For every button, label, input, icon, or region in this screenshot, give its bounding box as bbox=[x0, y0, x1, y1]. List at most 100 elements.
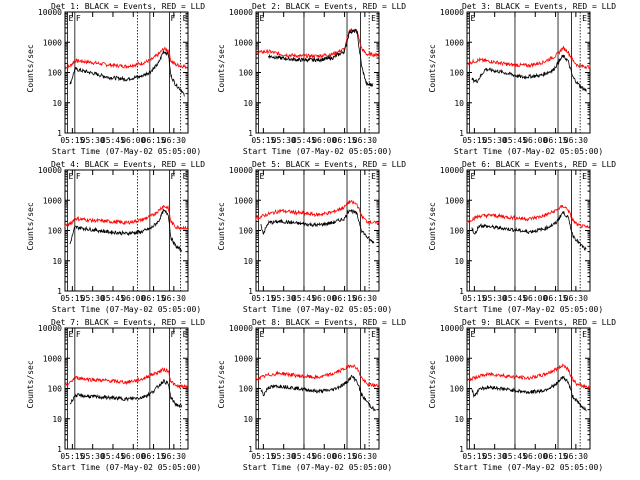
x-axis-label: Start Time (07-May-02 05:05:00) bbox=[243, 305, 392, 314]
series-line-events bbox=[69, 208, 183, 252]
y-tick-label: 10000 bbox=[38, 166, 62, 175]
chart-panel-6: Det 6: BLACK = Events, RED = LLD 1 10 100 10… bbox=[428, 160, 616, 314]
y-tick-label: 1 bbox=[459, 129, 464, 138]
y-tick-label: 1 bbox=[57, 445, 62, 454]
y-tick-label: 10 bbox=[52, 415, 62, 424]
x-tick-label: 06:15 bbox=[333, 294, 357, 303]
marker-label: E bbox=[582, 172, 587, 181]
marker-label: E bbox=[259, 14, 264, 23]
marker-label: E bbox=[470, 172, 475, 181]
series-line-events bbox=[471, 375, 587, 412]
y-tick-label: 10 bbox=[243, 99, 253, 108]
x-tick-label: 05:45 bbox=[503, 452, 527, 461]
x-tick-label: 05:30 bbox=[483, 136, 507, 145]
x-tick-label: 06:00 bbox=[523, 452, 547, 461]
series-line-events bbox=[471, 210, 587, 252]
chart-panel-5: Det 5: BLACK = Events, RED = LLD 1 10 100 10… bbox=[217, 160, 406, 314]
marker-label: E bbox=[259, 172, 264, 181]
series-line-lld bbox=[64, 46, 189, 70]
y-tick-label: 100 bbox=[450, 385, 465, 394]
x-tick-label: 05:15 bbox=[462, 136, 486, 145]
marker-label: E bbox=[371, 14, 376, 23]
y-tick-label: 100 bbox=[48, 385, 63, 394]
chart-panel-1: Det 1: BLACK = Events, RED = LLD 1 10 100 10… bbox=[26, 2, 205, 156]
x-tick-label: 06:00 bbox=[523, 136, 547, 145]
chart-panel-8: Det 8: BLACK = Events, RED = LLD 1 10 100 10… bbox=[217, 318, 406, 472]
x-tick-label: 05:45 bbox=[101, 294, 125, 303]
series-line-lld bbox=[466, 45, 591, 70]
chart-title: Det 7: BLACK = Events, RED = LLD bbox=[51, 318, 205, 327]
x-axis-label: Start Time (07-May-02 05:05:00) bbox=[454, 463, 603, 472]
x-tick-label: 05:30 bbox=[81, 136, 105, 145]
series-line-events bbox=[260, 374, 376, 412]
x-tick-label: 06:30 bbox=[564, 136, 588, 145]
x-tick-label: 05:45 bbox=[503, 294, 527, 303]
series-line-events bbox=[69, 379, 183, 409]
y-tick-label: 1000 bbox=[445, 354, 464, 363]
x-tick-label: 06:15 bbox=[142, 452, 166, 461]
x-tick-label: 06:00 bbox=[312, 294, 336, 303]
y-tick-label: 1 bbox=[248, 287, 253, 296]
y-tick-label: 10 bbox=[243, 257, 253, 266]
x-tick-label: 05:45 bbox=[292, 452, 316, 461]
marker-label: F bbox=[76, 14, 81, 23]
y-tick-label: 10 bbox=[52, 257, 62, 266]
x-tick-label: 05:30 bbox=[272, 136, 296, 145]
series-line-lld bbox=[64, 367, 189, 390]
y-axis-label: Counts/sec bbox=[26, 44, 35, 92]
marker-label: E bbox=[371, 330, 376, 339]
y-tick-label: 100 bbox=[239, 385, 254, 394]
x-tick-label: 06:00 bbox=[523, 294, 547, 303]
x-tick-label: 06:30 bbox=[353, 452, 377, 461]
y-tick-label: 10000 bbox=[229, 324, 253, 333]
x-tick-label: 06:30 bbox=[162, 452, 186, 461]
marker-label: F bbox=[171, 172, 176, 181]
x-tick-label: 06:30 bbox=[162, 136, 186, 145]
x-tick-label: 05:15 bbox=[60, 452, 84, 461]
x-tick-label: 06:00 bbox=[121, 294, 145, 303]
x-axis-label: Start Time (07-May-02 05:05:00) bbox=[52, 463, 201, 472]
series-line-lld bbox=[466, 363, 591, 390]
chart-panel-7: Det 7: BLACK = Events, RED = LLD 1 10 100 10… bbox=[26, 318, 205, 472]
chart-title: Det 2: BLACK = Events, RED = LLD bbox=[252, 2, 406, 11]
y-tick-label: 10 bbox=[454, 415, 464, 424]
chart-title: Det 5: BLACK = Events, RED = LLD bbox=[252, 160, 406, 169]
y-tick-label: 100 bbox=[450, 69, 465, 78]
x-tick-label: 06:00 bbox=[121, 452, 145, 461]
y-tick-label: 1000 bbox=[43, 38, 62, 47]
series-line-lld bbox=[466, 204, 591, 230]
x-tick-label: 05:30 bbox=[483, 452, 507, 461]
marker-label: E bbox=[68, 172, 73, 181]
y-tick-label: 10 bbox=[454, 257, 464, 266]
series-line-events bbox=[471, 54, 587, 92]
x-axis-label: Start Time (07-May-02 05:05:00) bbox=[454, 305, 603, 314]
marker-label: E bbox=[371, 172, 376, 181]
x-tick-label: 05:30 bbox=[81, 452, 105, 461]
chart-panel-2: Det 2: BLACK = Events, RED = LLD 1 10 100 10… bbox=[217, 2, 406, 156]
y-tick-label: 10 bbox=[243, 415, 253, 424]
y-axis-label: Counts/sec bbox=[428, 360, 437, 408]
x-tick-label: 05:30 bbox=[272, 294, 296, 303]
y-tick-label: 1000 bbox=[234, 38, 253, 47]
marker-label: E bbox=[183, 330, 188, 339]
x-tick-label: 06:15 bbox=[544, 136, 568, 145]
chart-title: Det 9: BLACK = Events, RED = LLD bbox=[462, 318, 616, 327]
y-tick-label: 1 bbox=[459, 445, 464, 454]
y-tick-label: 10000 bbox=[38, 8, 62, 17]
marker-label: E bbox=[183, 14, 188, 23]
x-tick-label: 06:30 bbox=[353, 294, 377, 303]
chart-title: Det 3: BLACK = Events, RED = LLD bbox=[462, 2, 616, 11]
y-tick-label: 1000 bbox=[43, 196, 62, 205]
y-axis-label: Counts/sec bbox=[217, 202, 226, 250]
x-tick-label: 05:15 bbox=[462, 294, 486, 303]
x-tick-label: 05:15 bbox=[60, 136, 84, 145]
y-tick-label: 1000 bbox=[234, 354, 253, 363]
x-tick-label: 06:30 bbox=[353, 136, 377, 145]
series-line-lld bbox=[255, 27, 380, 59]
chart-title: Det 6: BLACK = Events, RED = LLD bbox=[462, 160, 616, 169]
y-tick-label: 10000 bbox=[440, 166, 464, 175]
x-tick-label: 06:30 bbox=[162, 294, 186, 303]
y-tick-label: 1000 bbox=[43, 354, 62, 363]
y-tick-label: 10000 bbox=[38, 324, 62, 333]
